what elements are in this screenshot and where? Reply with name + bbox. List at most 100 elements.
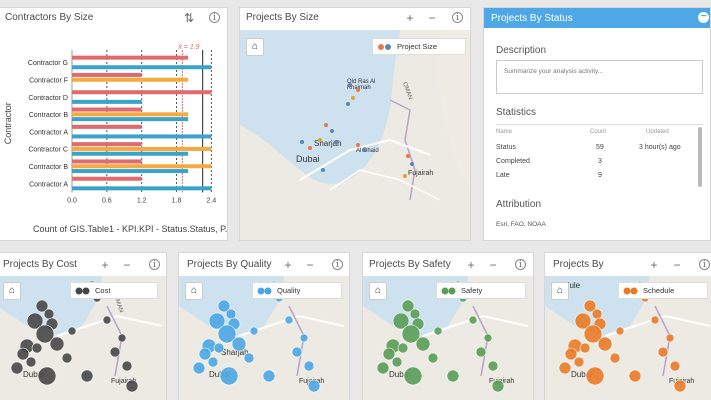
map-point[interactable] [284,315,294,325]
map-point[interactable] [10,361,24,375]
map-point[interactable] [392,312,410,330]
map-point[interactable] [597,336,613,352]
sort-icon[interactable]: ⇅ [183,11,195,25]
map-point[interactable] [579,342,591,354]
map-point[interactable] [415,336,431,352]
map-point[interactable] [475,346,487,358]
map-point[interactable] [303,360,315,372]
map-point[interactable] [31,342,43,354]
map-point[interactable] [80,369,94,383]
map-point[interactable] [26,312,44,330]
map-point[interactable] [583,324,603,344]
zoom-in-icon[interactable]: + [650,258,658,272]
info-icon[interactable]: i [515,259,526,270]
description-field[interactable]: Summarize your analysis activity... [496,60,703,94]
zoom-out-icon[interactable]: − [306,258,314,272]
map-point[interactable] [615,326,625,336]
map-view[interactable]: Old Ras Al Khaimah OMAN Sharjah Al Dhaid… [240,30,470,240]
map-point[interactable] [61,352,73,364]
map-point[interactable] [585,366,605,386]
map-point[interactable] [291,346,303,358]
map-point[interactable] [433,326,443,336]
info-icon[interactable]: i [149,259,160,270]
map-point[interactable] [391,356,403,368]
map-point[interactable] [117,333,127,343]
map-point[interactable] [25,356,37,368]
map-point[interactable] [591,308,603,320]
map-point[interactable] [403,366,423,386]
zoom-in-icon[interactable]: + [406,11,414,25]
info-icon[interactable]: i [699,259,710,270]
statistics-scrollbar[interactable] [698,127,702,187]
map-view[interactable]: Dubai Fujairah Sharjah ⌂ Quality [179,276,349,400]
map-point[interactable] [249,326,259,336]
map-point[interactable] [217,324,237,344]
map-point[interactable] [16,347,30,361]
map-point[interactable] [192,361,206,375]
map-point[interactable] [609,352,621,364]
map-point[interactable] [573,356,585,368]
map-point[interactable] [409,308,421,320]
zoom-out-icon[interactable]: − [428,11,436,25]
map-point[interactable] [208,312,226,330]
map-point[interactable] [35,299,49,313]
map-point[interactable] [564,347,578,361]
map-point[interactable] [262,369,276,383]
map-point[interactable] [125,379,139,393]
zoom-in-icon[interactable]: + [284,258,292,272]
map-point[interactable] [446,369,460,383]
zoom-out-icon[interactable]: − [123,258,131,272]
home-button[interactable]: ⌂ [369,282,387,300]
map-point[interactable] [583,299,597,313]
map-point[interactable] [109,346,121,358]
map-point[interactable] [35,324,55,344]
map-point[interactable] [401,324,421,344]
home-button[interactable]: ⌂ [246,38,264,56]
map-point[interactable] [243,352,255,364]
info-icon[interactable]: i [209,12,220,23]
map-point[interactable] [650,315,660,325]
map-point[interactable] [657,346,669,358]
map-point[interactable] [37,366,57,386]
map-view[interactable]: Dubai Fujairah OMAN ⌂ Cost [0,276,166,400]
map-point[interactable] [628,369,642,383]
map-point[interactable] [49,336,65,352]
map-point[interactable] [225,308,237,320]
zoom-out-icon[interactable]: − [673,258,681,272]
map-point[interactable] [213,342,225,354]
zoom-in-icon[interactable]: + [467,258,475,272]
map-point[interactable] [487,360,499,372]
map-point[interactable] [376,361,390,375]
map-point[interactable] [669,360,681,372]
zoom-out-icon[interactable]: − [489,258,497,272]
map-point[interactable] [207,356,219,368]
map-point[interactable] [468,315,478,325]
map-point[interactable] [231,336,247,352]
map-point[interactable] [198,347,212,361]
map-point[interactable] [574,312,592,330]
map-point[interactable] [427,352,439,364]
map-view[interactable]: Dubai Fujairah dule ⌂ Schedule [545,276,711,400]
home-button[interactable]: ⌂ [551,282,569,300]
map-point[interactable] [102,315,112,325]
map-point[interactable] [43,308,55,320]
map-point[interactable] [382,347,396,361]
map-point[interactable] [665,333,675,343]
home-button[interactable]: ⌂ [185,282,203,300]
map-point[interactable] [121,360,133,372]
map-point[interactable] [558,361,572,375]
info-icon[interactable]: i [332,259,343,270]
map-view[interactable]: Dubai Fujairah ⌂ Safety [363,276,533,400]
map-point[interactable] [307,379,321,393]
map-point[interactable] [491,379,505,393]
info-icon[interactable]: i [452,12,463,23]
map-point[interactable] [217,299,231,313]
collapse-icon[interactable]: − [698,12,709,23]
map-point[interactable] [673,379,687,393]
map-point[interactable] [67,326,77,336]
map-point[interactable] [299,333,309,343]
map-point[interactable] [483,333,493,343]
map-point[interactable] [401,299,415,313]
map-point[interactable] [397,342,409,354]
map-point[interactable] [219,366,239,386]
